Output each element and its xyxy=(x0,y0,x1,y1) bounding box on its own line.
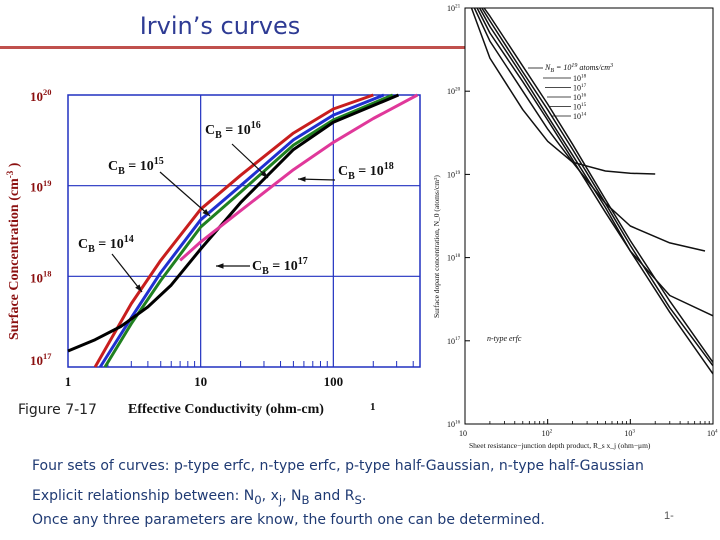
right-chart-series-line xyxy=(483,7,714,363)
left-chart-frame xyxy=(67,94,421,368)
left-chart-xtick: 10 xyxy=(194,374,207,389)
left-chart: 1 10 100 1020 1019 1018 1017 Surface Concentra… xyxy=(5,87,421,417)
right-chart-ytick: 1018 xyxy=(447,253,461,263)
left-chart-series xyxy=(67,93,419,368)
bullet-curve-sets: Four sets of curves: p-type erfc, n-type… xyxy=(32,458,644,474)
right-chart-frame xyxy=(464,7,714,425)
left-chart-annotation-arrowhead xyxy=(260,170,268,178)
left-chart-annotation-arrowhead xyxy=(216,263,224,269)
left-chart-series-line xyxy=(93,93,374,368)
right-chart-xtick: 104 xyxy=(707,428,718,438)
line2-mid-3: and R xyxy=(309,488,355,504)
left-chart-annotation-arrow xyxy=(159,171,211,217)
left-chart-ytick: 1018 xyxy=(30,268,51,285)
left-chart-ytick: 1017 xyxy=(30,351,52,368)
right-chart-series-line xyxy=(470,7,656,175)
left-chart-annotation-arrow xyxy=(111,253,143,293)
right-chart-legend-entry: 1014 xyxy=(573,111,587,121)
line2-sub-j: j xyxy=(278,492,283,507)
left-chart-series-line xyxy=(67,93,400,353)
bullet-determination: Once any three parameters are know, the … xyxy=(32,512,545,528)
line2-end: . xyxy=(361,488,367,504)
title-underline xyxy=(0,46,470,49)
right-chart-legend-entry: 1015 xyxy=(573,102,587,112)
right-chart-ytick: 1020 xyxy=(447,87,461,97)
right-chart-legend-entry: 1016 xyxy=(573,92,587,102)
left-chart-annotation-arrowhead xyxy=(202,209,210,216)
figure-label: Figure 7-17 xyxy=(18,402,97,418)
left-chart-annotation-arrowhead xyxy=(298,176,306,182)
line2-sub-b: B xyxy=(301,492,310,507)
right-chart-series-line xyxy=(478,7,714,375)
right-chart-ytick: 1021 xyxy=(447,3,461,13)
right-chart-ylabel: Surface dopant concentration, N_0 (atoms… xyxy=(432,175,441,318)
right-chart-annotation: n-type erfc xyxy=(487,334,522,343)
line2-sub-0: 0 xyxy=(254,492,262,507)
right-chart-series-line xyxy=(473,7,706,252)
left-chart-series-line xyxy=(179,93,419,262)
left-chart-ylabel: Surface Concentration (cm-3 ) xyxy=(5,162,22,340)
left-chart-annotation-label: CB = 1016 xyxy=(205,120,261,141)
line2-sub-s: S xyxy=(354,492,362,507)
bullet-relationship: Explicit relationship between: N0, xj, N… xyxy=(32,488,366,507)
left-chart-ytick: 1020 xyxy=(30,87,51,104)
line2-prefix: Explicit relationship between: N xyxy=(32,488,255,504)
left-chart-series-line xyxy=(98,93,385,368)
right-chart-xtick: 102 xyxy=(542,428,553,438)
left-chart-ticks: 1 10 100 1020 1019 1018 1017 xyxy=(30,87,343,389)
right-chart-legend-title: NB = 1019 atoms/cm3 xyxy=(544,63,613,74)
right-chart-series xyxy=(470,7,714,375)
line2-mid-2: , N xyxy=(282,488,302,504)
line2-mid-1: , x xyxy=(261,488,279,504)
slide-title: Irvin’s curves xyxy=(139,12,301,40)
left-chart-xtick: 1 xyxy=(65,374,72,389)
right-chart-ytick: 1017 xyxy=(447,336,461,346)
left-chart-annotation-label: CB = 1017 xyxy=(252,256,308,277)
left-chart-annotation-label: CB = 1015 xyxy=(108,156,164,177)
right-chart-xtick: 10 xyxy=(459,429,467,438)
left-chart-xtick: 100 xyxy=(324,374,344,389)
right-chart-ytick: 1016 xyxy=(447,419,461,429)
right-chart-xtick: 103 xyxy=(624,428,635,438)
left-chart-annotation-label: CB = 1018 xyxy=(338,161,394,182)
left-chart-annotation-arrowhead xyxy=(135,284,142,292)
left-chart-annotations: CB = 1016 CB = 1015 CB = 1018 CB = 1014 CB =… xyxy=(78,120,394,293)
right-chart-legend-entry: 1018 xyxy=(573,73,587,83)
left-chart-ytick: 1019 xyxy=(30,178,51,195)
right-chart-xlabel: Sheet resistance−junction depth product,… xyxy=(469,441,651,450)
right-chart-ytick: 1019 xyxy=(447,170,461,180)
right-chart-series-line xyxy=(481,7,714,367)
left-chart-xlabel: Effective Conductivity (ohm-cm) xyxy=(128,402,324,417)
slide-number: 1- xyxy=(664,510,674,522)
right-chart-legend-entry: 1017 xyxy=(573,83,587,93)
left-chart-annotation-arrow xyxy=(231,143,269,179)
left-chart-xlabel-suffix: 1 xyxy=(370,401,376,413)
left-chart-grid xyxy=(67,94,421,368)
left-chart-annotation-label: CB = 1014 xyxy=(78,234,134,255)
